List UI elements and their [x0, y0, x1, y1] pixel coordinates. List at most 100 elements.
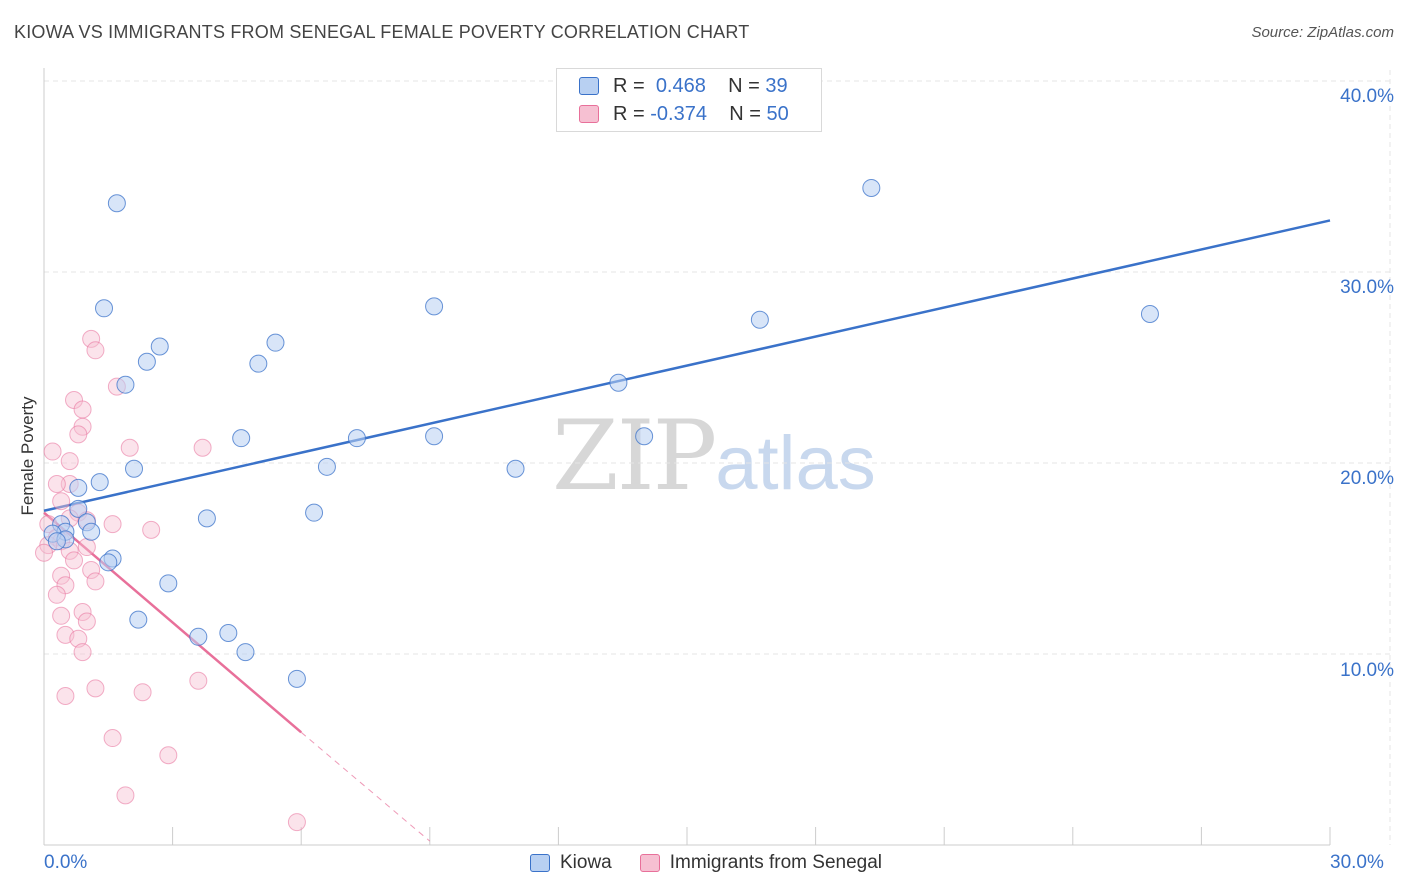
senegal-point	[35, 543, 53, 562]
senegal-point	[82, 329, 101, 348]
senegal-point	[52, 566, 71, 585]
senegal-trend-extension	[300, 731, 431, 842]
x-tick-label-right: 30.0%	[1330, 852, 1384, 873]
axes	[43, 68, 1331, 846]
y-axis-label: Female Poverty	[18, 396, 37, 516]
legend-r-value: 0.468	[655, 74, 706, 97]
senegal-point	[287, 813, 306, 832]
senegal-point	[86, 572, 105, 591]
legend-n-label: N =	[729, 102, 761, 125]
senegal-trend-line	[43, 511, 303, 734]
source-label: Source: ZipAtlas.com	[1251, 24, 1394, 41]
x-tick-label-left: 0.0%	[44, 852, 88, 873]
legend-r-label: R =	[613, 74, 645, 97]
kiowa-point	[347, 429, 366, 448]
senegal-point	[142, 520, 161, 539]
senegal-point	[120, 438, 139, 457]
legend-n-value: 39	[765, 74, 788, 97]
kiowa-point	[99, 553, 118, 572]
legend-swatch-senegal	[579, 105, 599, 123]
kiowa-point	[305, 503, 324, 522]
kiowa-point	[219, 623, 238, 642]
y-tick-label: 40.0%	[1340, 86, 1394, 107]
senegal-point	[73, 400, 92, 419]
kiowa-point	[116, 375, 135, 394]
y-tick-label: 10.0%	[1340, 660, 1394, 681]
kiowa-point	[150, 337, 169, 356]
legend-swatch-kiowa	[579, 77, 599, 95]
grid-lines	[44, 70, 1391, 845]
kiowa-point	[750, 310, 769, 329]
legend-r-value: -0.374	[650, 102, 707, 125]
series-legend: Kiowa Immigrants from Senegal	[530, 852, 882, 874]
senegal-point	[103, 729, 122, 748]
kiowa-point	[159, 574, 178, 593]
kiowa-point	[189, 627, 208, 646]
legend-row-senegal: R = -0.374 N = 50	[579, 101, 789, 127]
senegal-point	[69, 629, 88, 648]
senegal-point	[43, 442, 62, 461]
kiowa-point	[69, 499, 88, 518]
senegal-point	[116, 786, 135, 805]
trend-lines	[43, 219, 1331, 842]
senegal-point	[133, 683, 152, 702]
kiowa-point	[609, 373, 628, 392]
kiowa-point	[197, 509, 216, 528]
senegal-point	[82, 560, 101, 579]
legend-row-kiowa: R = 0.468 N = 39	[579, 73, 788, 99]
senegal-point	[60, 452, 79, 471]
kiowa-point	[129, 610, 148, 629]
legend-r-label: R =	[613, 102, 645, 125]
senegal-point	[47, 475, 66, 494]
kiowa-point	[137, 352, 156, 371]
legend-n-value: 50	[766, 102, 789, 125]
kiowa-point	[107, 194, 126, 213]
kiowa-point	[69, 478, 88, 497]
kiowa-point	[232, 429, 251, 448]
correlation-legend: R = 0.468 N = 39 R = -0.374 N = 50	[556, 68, 822, 132]
kiowa-point	[287, 669, 306, 688]
kiowa-point	[506, 459, 525, 478]
y-tick-label: 20.0%	[1340, 468, 1394, 489]
senegal-point	[103, 515, 122, 534]
legend-n-label: N =	[728, 74, 760, 97]
kiowa-point	[317, 457, 336, 476]
senegal-point	[77, 538, 96, 557]
kiowa-point	[266, 333, 285, 352]
kiowa-point	[125, 459, 144, 478]
senegal-point	[52, 606, 71, 625]
kiowa-point	[1140, 305, 1159, 324]
senegal-point	[69, 425, 88, 444]
legend-swatch-senegal	[639, 854, 660, 872]
kiowa-point	[425, 427, 444, 446]
senegal-point	[73, 602, 92, 621]
senegal-point	[86, 679, 105, 698]
data-points	[35, 178, 1159, 832]
senegal-point	[47, 585, 66, 604]
kiowa-point	[862, 178, 881, 197]
senegal-point	[77, 612, 96, 631]
kiowa-point	[249, 354, 268, 373]
watermark-zip: ZIP	[552, 400, 717, 512]
senegal-point	[65, 551, 84, 570]
senegal-point	[86, 341, 105, 360]
kiowa-point	[635, 427, 654, 446]
kiowa-trend-line	[43, 219, 1331, 512]
chart-title: KIOWA VS IMMIGRANTS FROM SENEGAL FEMALE …	[14, 22, 750, 42]
senegal-point	[193, 438, 212, 457]
kiowa-point	[82, 522, 101, 541]
legend-label-senegal: Immigrants from Senegal	[669, 852, 882, 873]
kiowa-point	[236, 643, 255, 662]
y-tick-label: 30.0%	[1340, 277, 1394, 298]
legend-swatch-kiowa	[530, 854, 550, 872]
kiowa-point	[95, 299, 114, 318]
senegal-point	[73, 643, 92, 662]
kiowa-point	[425, 297, 444, 316]
senegal-point	[56, 687, 75, 706]
kiowa-point	[47, 532, 66, 551]
senegal-point	[52, 492, 71, 511]
legend-label-kiowa: Kiowa	[560, 852, 612, 873]
senegal-point	[189, 671, 208, 690]
senegal-point	[159, 746, 178, 765]
